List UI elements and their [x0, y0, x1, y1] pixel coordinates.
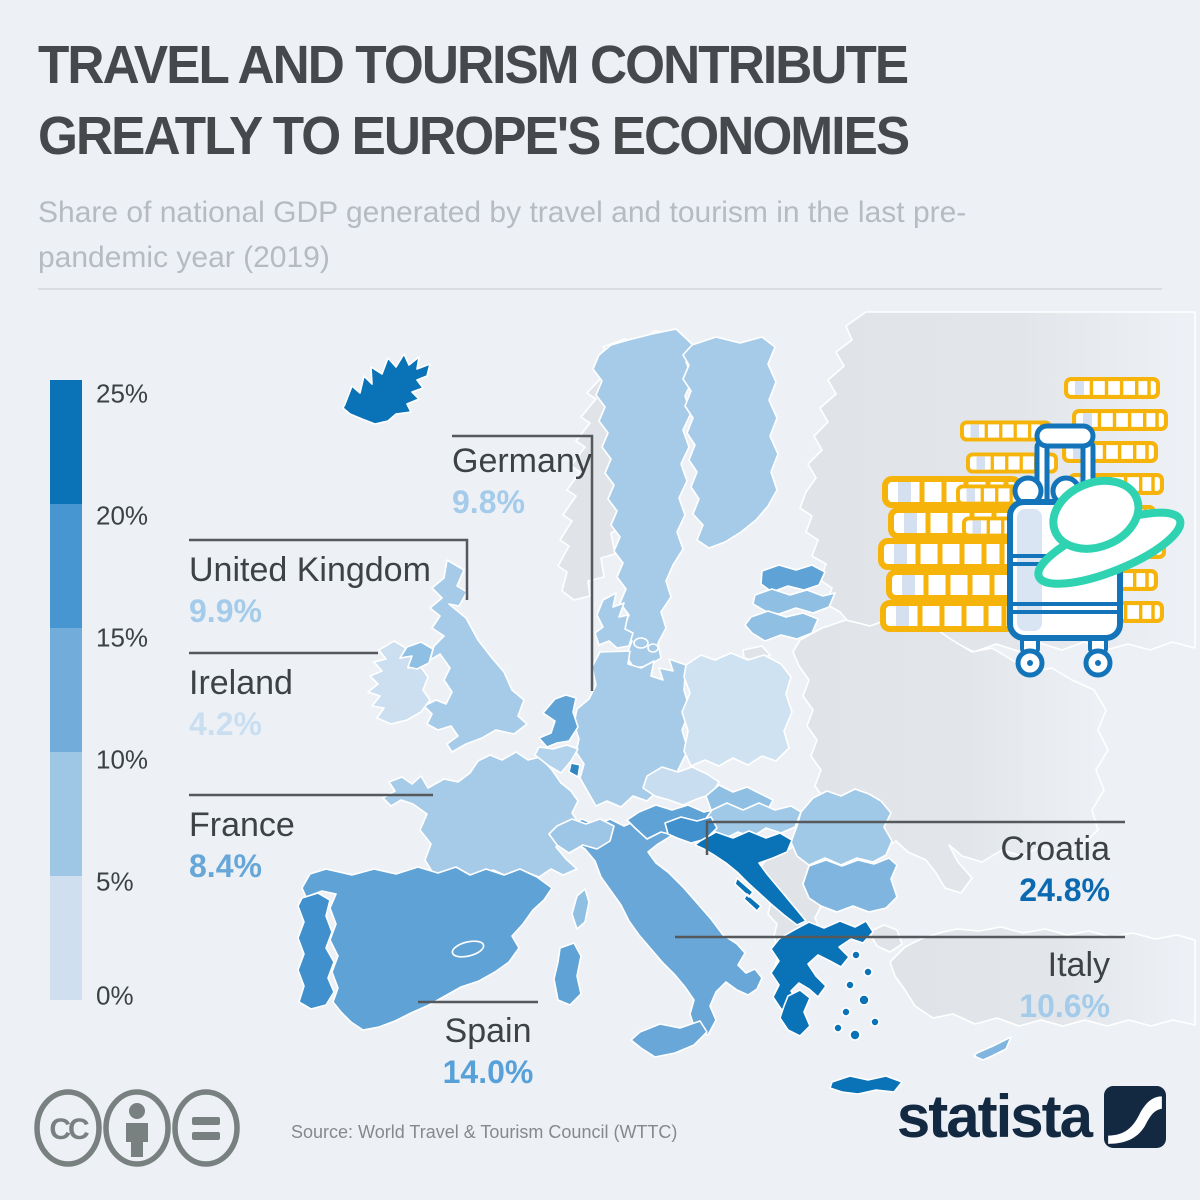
country-croatia-islands — [734, 877, 762, 912]
legend-segment-20-25 — [50, 380, 82, 504]
country-luxembourg — [568, 762, 581, 778]
country-value: 8.4% — [189, 848, 262, 885]
country-france — [382, 751, 581, 880]
country-finland — [682, 336, 779, 549]
country-iceland — [342, 353, 431, 425]
country-value: 4.2% — [189, 706, 262, 743]
cc-nd-equals-icon — [172, 1089, 240, 1167]
country-turkey — [889, 926, 1196, 1027]
color-scale-legend — [50, 380, 82, 1000]
callout-france: France 8.4% — [189, 806, 295, 884]
callout-spain: Spain 14.0% — [428, 1012, 548, 1090]
equals-glyph — [192, 1117, 220, 1140]
country-label: Italy — [1047, 946, 1110, 984]
callout-italy: Italy 10.6% — [880, 946, 1110, 1024]
island-corsica — [571, 888, 590, 930]
country-label: Spain — [444, 1012, 532, 1050]
germany-callout-line — [452, 434, 594, 691]
callout-united-kingdom: United Kingdom 9.9% — [189, 551, 431, 629]
country-denmark — [594, 592, 634, 649]
callout-germany: Germany 9.8% — [452, 442, 592, 520]
country-value: 14.0% — [442, 1054, 534, 1091]
island-balearics — [451, 940, 485, 958]
page-subtitle: Share of national GDP generated by trave… — [38, 196, 967, 274]
country-romania — [790, 788, 893, 866]
country-portugal — [297, 892, 335, 1010]
island-sicily — [630, 1020, 708, 1058]
legend-segment-0-5 — [50, 876, 82, 1000]
license-icons: CC — [34, 1089, 240, 1167]
region-peloponnese — [779, 989, 811, 1037]
legend-segment-15-20 — [50, 504, 82, 628]
island-sardinia — [553, 942, 582, 1006]
legend-tick-5: 5% — [96, 866, 134, 897]
country-sweden — [592, 328, 694, 669]
country-estonia — [760, 564, 826, 593]
callout-croatia: Croatia 24.8% — [880, 830, 1110, 908]
uk-callout-line — [189, 538, 469, 600]
statista-logo: statista — [897, 1082, 1166, 1151]
country-bulgaria — [802, 857, 898, 913]
source-note: Source: World Travel & Tourism Council (… — [291, 1122, 678, 1142]
country-value: 9.9% — [189, 593, 262, 630]
country-belgium — [534, 744, 579, 774]
travel-illustration — [881, 379, 1185, 678]
legend-segment-5-10 — [50, 752, 82, 876]
statista-wordmark: statista — [896, 1083, 1093, 1150]
island-crete — [829, 1075, 903, 1095]
callout-ireland: Ireland 4.2% — [189, 664, 293, 742]
country-value: 24.8% — [1019, 872, 1110, 909]
country-turkish-thrace — [868, 924, 903, 953]
header-divider — [38, 288, 1162, 290]
country-label: Croatia — [1000, 830, 1110, 868]
country-poland — [681, 652, 793, 767]
sun-hat-icon — [1034, 476, 1185, 588]
country-lithuania — [744, 610, 819, 642]
country-label: United Kingdom — [189, 551, 431, 589]
legend-tick-20: 20% — [96, 500, 149, 531]
statista-logo-mark — [1104, 1085, 1166, 1148]
cc-by-person-icon — [103, 1089, 171, 1167]
country-denmark-island — [647, 643, 659, 653]
country-greece — [770, 920, 874, 1016]
legend-tick-0: 0% — [96, 980, 134, 1011]
country-croatia — [694, 830, 807, 926]
legend-tick-10: 10% — [96, 744, 149, 775]
greek-islands — [833, 950, 880, 1041]
country-netherlands — [538, 694, 579, 748]
page-title: TRAVEL AND TOURISM CONTRIBUTE GREATLY TO… — [38, 35, 910, 167]
person-glyph — [126, 1103, 148, 1157]
legend-tick-15: 15% — [96, 622, 149, 653]
country-value: 10.6% — [1019, 988, 1110, 1025]
region-northern-ireland — [399, 641, 434, 670]
croatia-callout-line — [705, 820, 1125, 855]
country-latvia — [752, 588, 836, 615]
country-slovenia — [664, 816, 718, 844]
island-cyprus — [973, 1036, 1012, 1061]
country-denmark-island — [633, 637, 649, 649]
legend-segment-10-15 — [50, 628, 82, 752]
legend-tick-25: 25% — [96, 378, 149, 409]
callout-lines — [189, 434, 1125, 1004]
country-label: Germany — [452, 442, 592, 480]
country-label: Ireland — [189, 664, 293, 702]
cc-icon — [34, 1089, 102, 1167]
country-value: 9.8% — [452, 484, 525, 521]
country-spain — [301, 866, 553, 1031]
country-label: France — [189, 806, 295, 844]
cc-letters: CC — [49, 1113, 89, 1146]
country-switzerland — [548, 818, 615, 854]
country-united-kingdom — [423, 559, 528, 753]
